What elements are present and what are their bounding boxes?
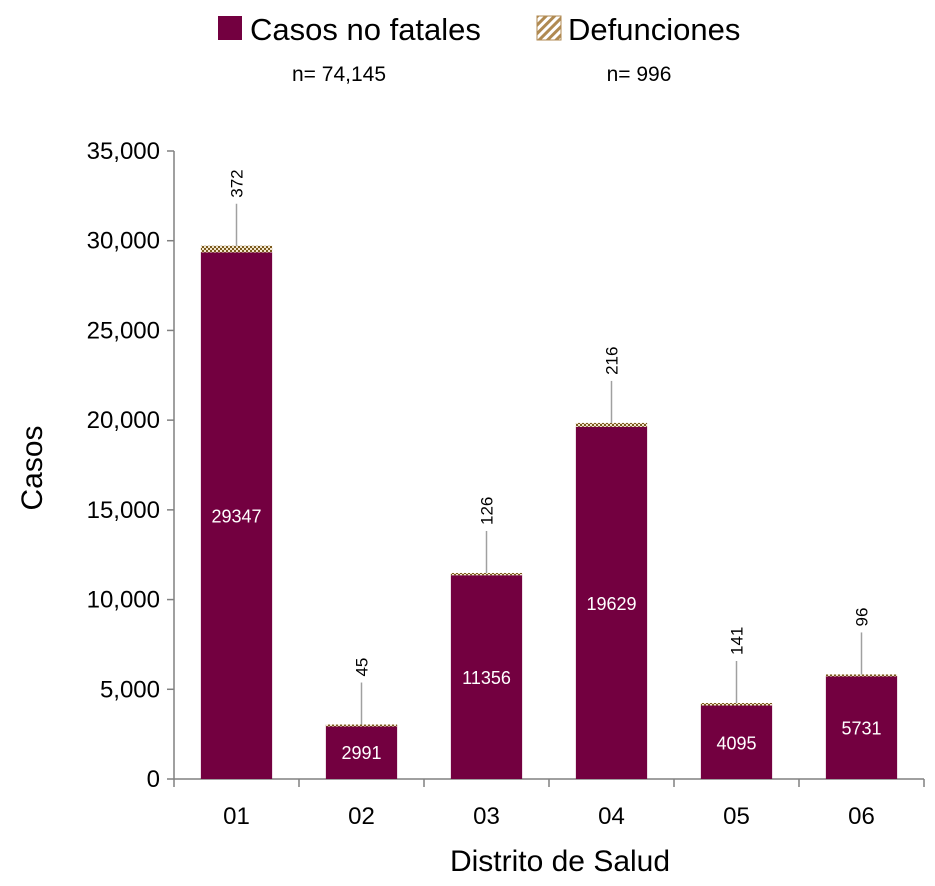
bars <box>200 245 898 779</box>
legend-label-deaths: Defunciones <box>568 12 740 47</box>
legend-n-deaths: n= 996 <box>607 63 672 86</box>
bar-deaths <box>825 674 898 677</box>
bar-nonfatal <box>700 705 773 779</box>
death-value-label: 372 <box>228 169 247 197</box>
y-axis-title: Casos <box>16 425 49 510</box>
y-tick-label: 0 <box>147 766 160 793</box>
y-tick-label: 5,000 <box>100 676 160 703</box>
death-value-label: 45 <box>353 658 372 677</box>
death-value-label: 216 <box>603 347 622 375</box>
bar-deaths <box>700 702 773 706</box>
x-tick-label: 04 <box>598 803 625 830</box>
legend-n-nonfatal: n= 74,145 <box>292 63 386 86</box>
death-value-label: 96 <box>853 608 872 627</box>
bar-value-label: 19629 <box>586 594 636 614</box>
y-tick-label: 25,000 <box>87 317 160 344</box>
x-tick-label: 06 <box>848 803 875 830</box>
bar-value-label: 2991 <box>341 743 381 763</box>
bar-nonfatal <box>575 426 648 779</box>
axes: 0 5,000 10,000 15,000 20,000 25,000 30,000 35,0… <box>87 138 925 793</box>
bar-deaths <box>450 572 523 576</box>
x-tick-label: 05 <box>723 803 750 830</box>
bar-nonfatal <box>450 575 523 779</box>
bar-deaths <box>575 422 648 427</box>
y-tick-label: 10,000 <box>87 587 160 614</box>
bar-deaths <box>200 245 273 253</box>
bar-value-label: 5731 <box>841 719 881 739</box>
legend-label-nonfatal: Casos no fatales <box>250 12 481 47</box>
death-value-label: 141 <box>728 627 747 655</box>
y-tick-label: 30,000 <box>87 228 160 255</box>
x-tick-label: 03 <box>473 803 500 830</box>
x-axis-title: Distrito de Salud <box>450 845 670 878</box>
bar-nonfatal <box>325 725 398 779</box>
bar-value-label: 11356 <box>462 668 511 688</box>
x-tick-label: 02 <box>348 803 375 830</box>
bar-nonfatal <box>200 252 273 779</box>
legend: Casos no fatales Defunciones n= 74,145 n… <box>218 12 740 86</box>
legend-swatch-deaths <box>536 15 562 41</box>
bar-value-label: 29347 <box>211 507 261 527</box>
y-tick-label: 15,000 <box>87 497 160 524</box>
bar-value-label: 4095 <box>716 733 756 753</box>
data-labels: 01 29347 372 02 2991 45 03 11356 126 04 19629 216 05… <box>211 169 881 830</box>
x-tick-label: 01 <box>223 803 250 830</box>
bar-nonfatal <box>825 676 898 779</box>
y-tick-label: 20,000 <box>87 407 160 434</box>
legend-swatch-nonfatal <box>218 16 242 40</box>
y-tick-label: 35,000 <box>87 138 160 165</box>
death-value-label: 126 <box>478 497 497 525</box>
bar-deaths <box>325 724 398 727</box>
